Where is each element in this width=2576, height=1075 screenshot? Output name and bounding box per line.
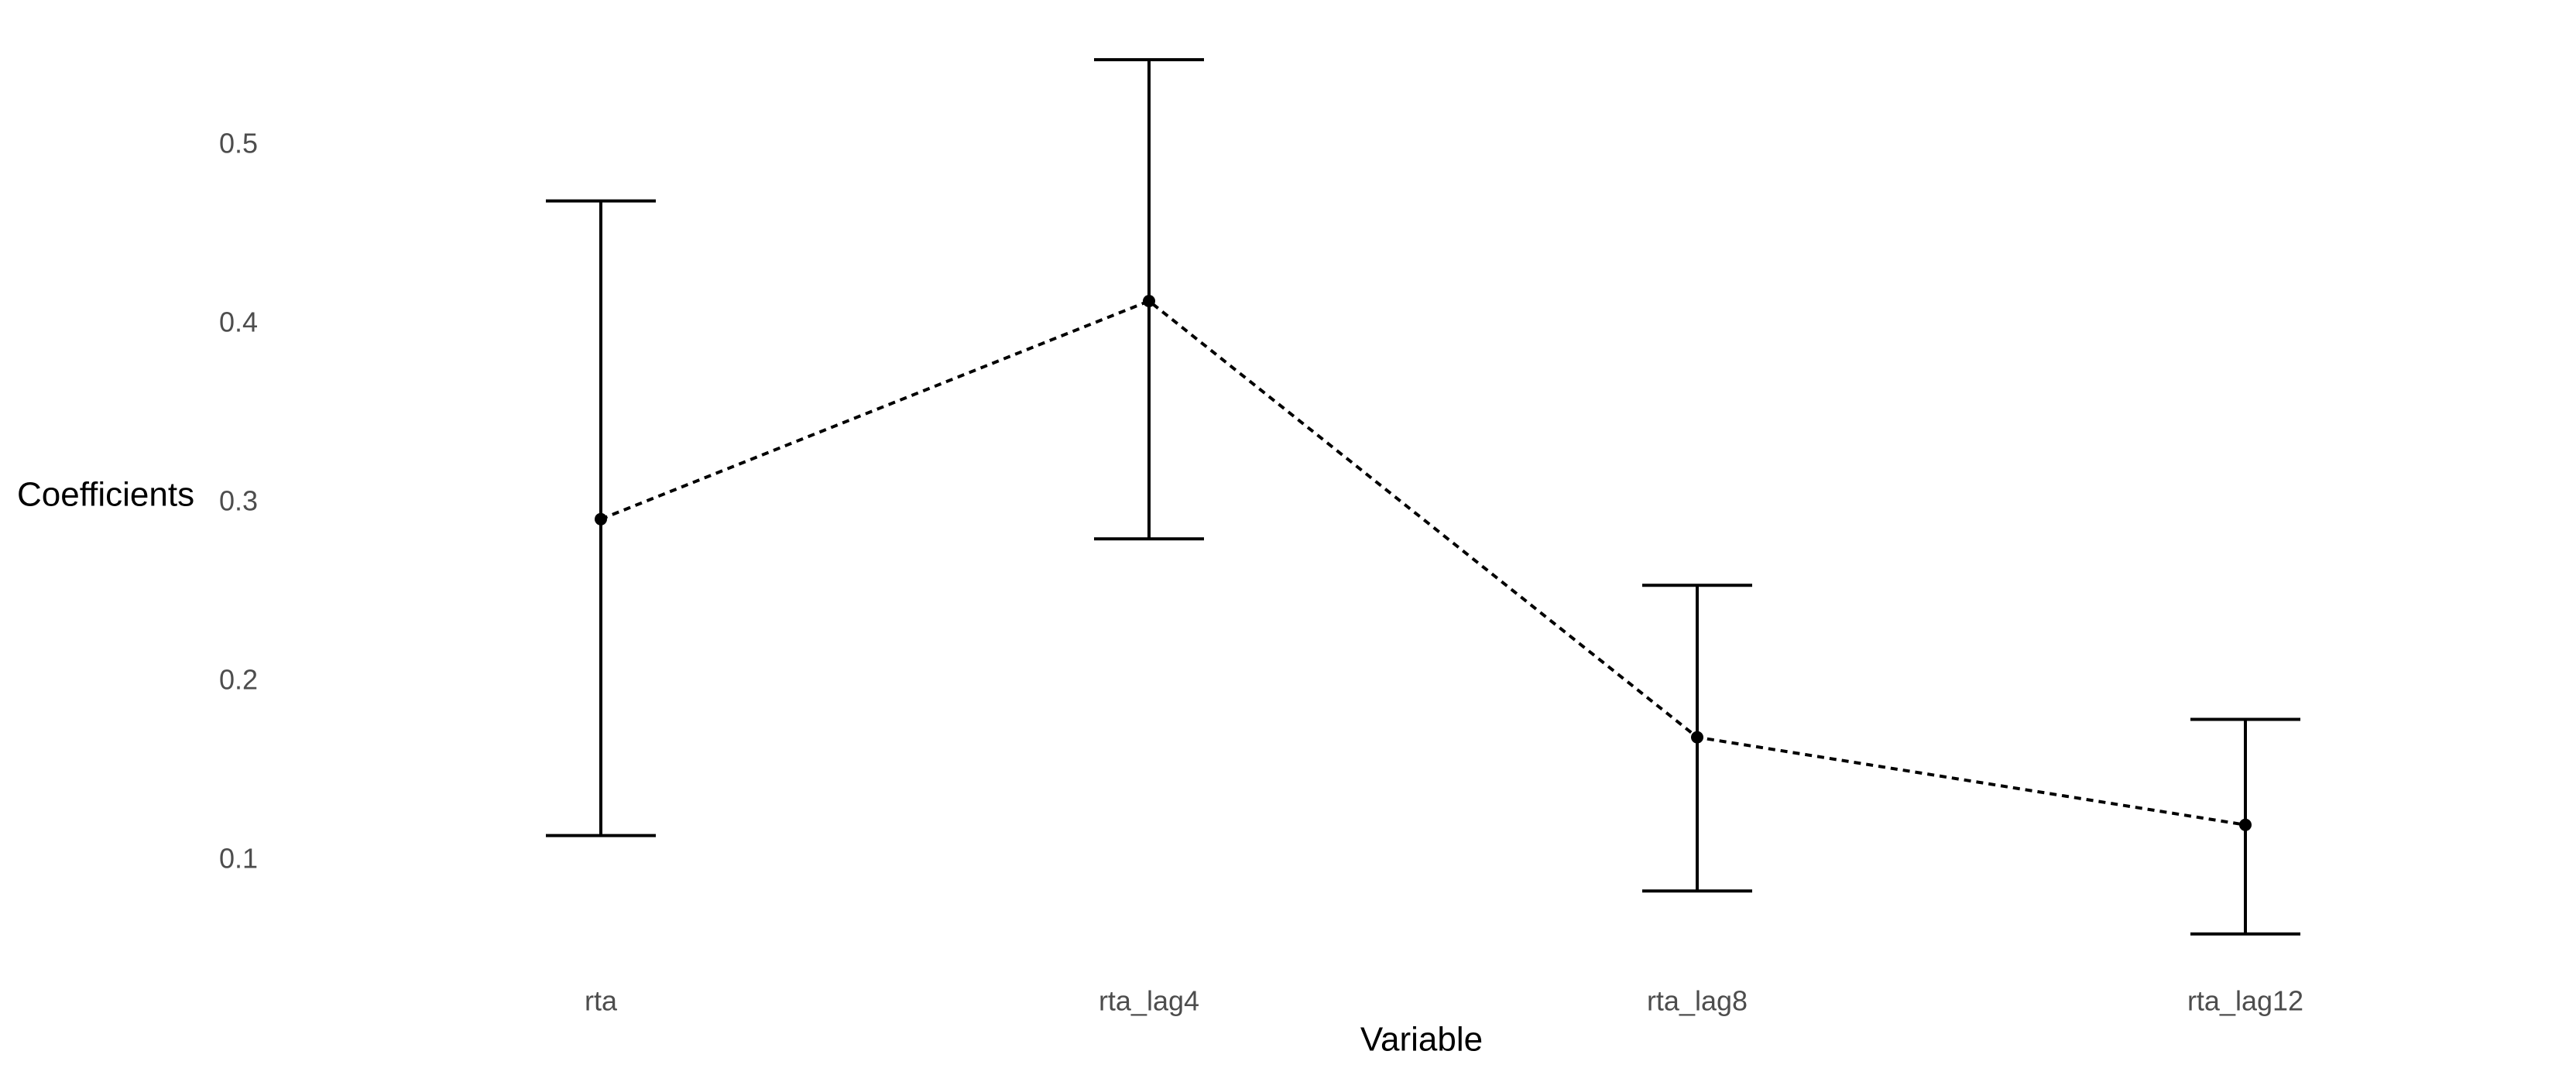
x-tick-label: rta_lag4 <box>1099 985 1199 1017</box>
x-axis-title: Variable <box>1360 1021 1483 1059</box>
coefficient-points <box>595 294 2252 831</box>
x-tick-label: rta_lag12 <box>2187 985 2303 1017</box>
y-tick-label: 0.4 <box>219 306 258 338</box>
y-tick-label: 0.1 <box>219 843 258 875</box>
y-tick-label: 0.3 <box>219 485 258 517</box>
y-axis-ticks: 0.1 0.2 0.3 0.4 0.5 <box>219 128 258 875</box>
data-point <box>595 512 607 526</box>
x-tick-label: rta <box>585 985 618 1017</box>
data-point <box>1691 731 1703 744</box>
coefficient-line <box>600 299 2246 827</box>
x-axis-ticks: rta rta_lag4 rta_lag8 rta_lag12 <box>585 985 2303 1017</box>
y-axis-title: Coefficients <box>17 476 194 514</box>
data-point <box>2239 818 2252 831</box>
y-tick-label: 0.5 <box>219 128 258 159</box>
error-bars <box>546 58 2300 936</box>
data-point <box>1143 294 1155 307</box>
x-tick-label: rta_lag8 <box>1647 985 1748 1017</box>
y-tick-label: 0.2 <box>219 664 258 696</box>
